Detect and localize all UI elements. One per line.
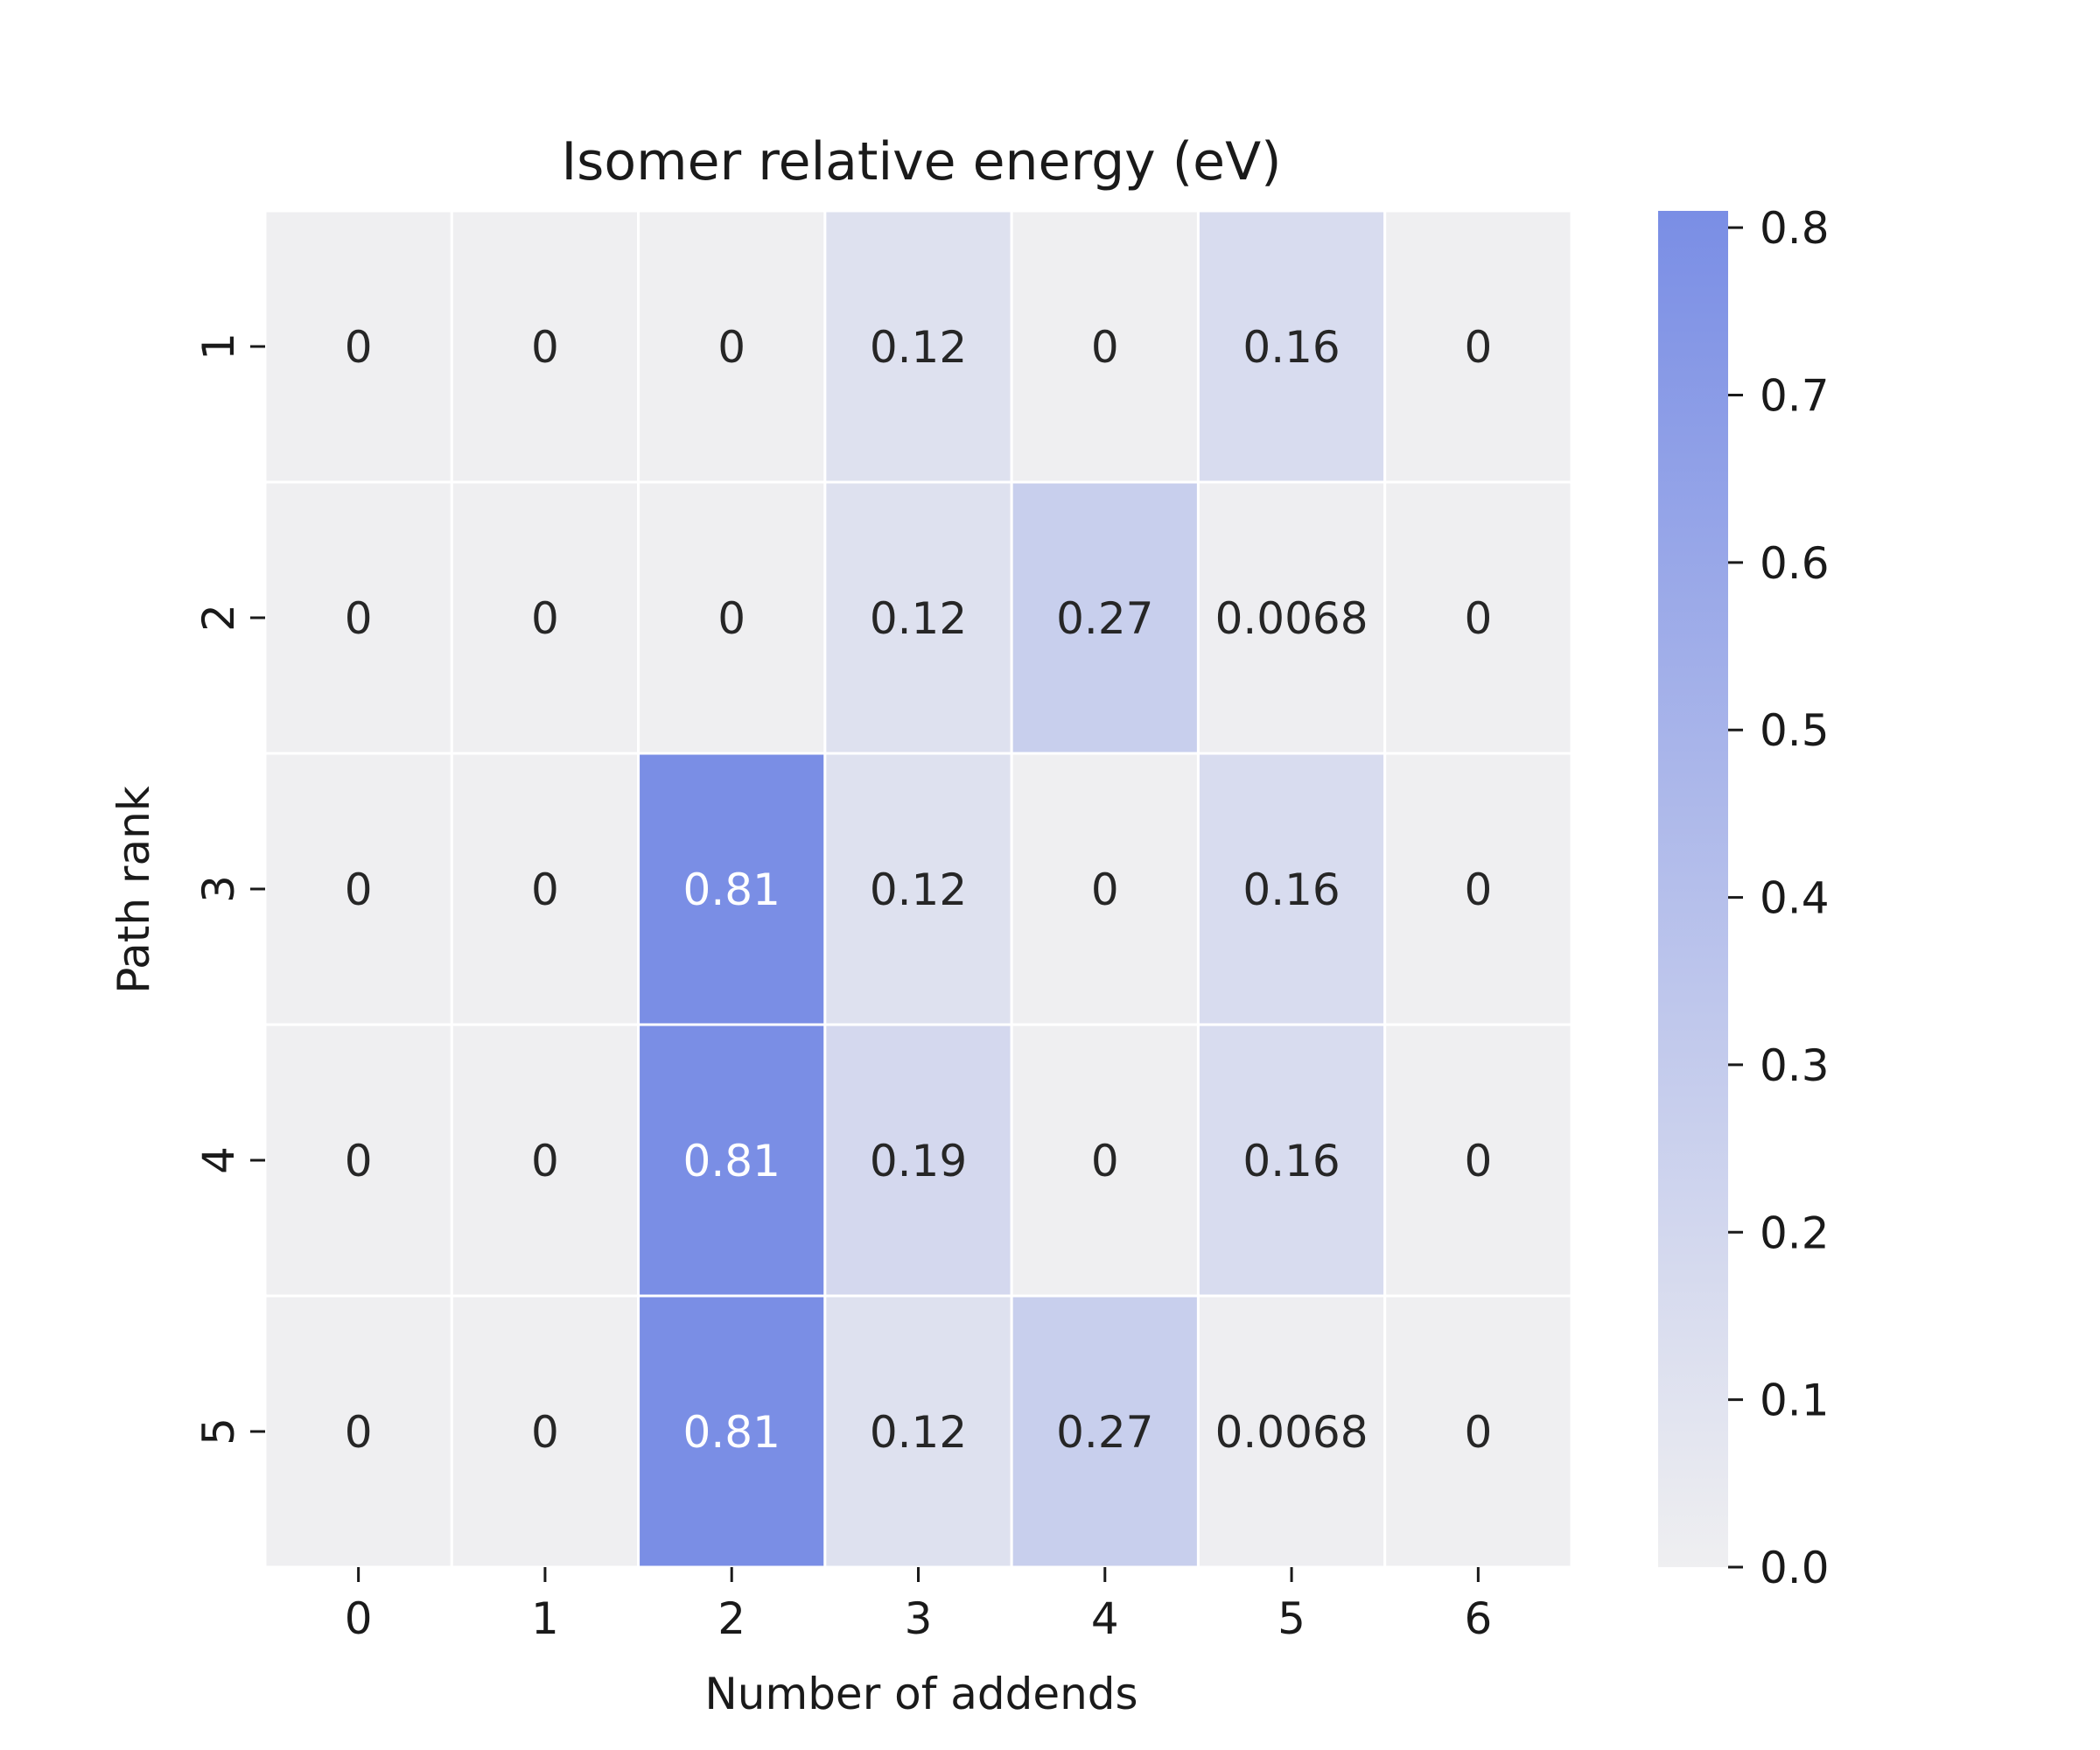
cell-value-label: 0.19 bbox=[870, 1136, 967, 1186]
heatmap-cell-labels: 0 0 0 0.12 0 0.16 0 0 0 0 0.12 0.27 0.0068 0 0 0 0.81 0.1… bbox=[345, 322, 1493, 1458]
heatmap-cell bbox=[637, 1294, 827, 1569]
heatmap-cell bbox=[637, 480, 827, 755]
x-tick-label: 5 bbox=[1278, 1593, 1306, 1644]
chart-title: Isomer relative energy (eV) bbox=[561, 131, 1281, 192]
y-axis-label: Path rank bbox=[108, 786, 159, 994]
colorbar-tick-label: 0.2 bbox=[1760, 1208, 1830, 1258]
colorbar-tick-label: 0.4 bbox=[1760, 873, 1830, 924]
cell-value-label: 0.81 bbox=[683, 864, 780, 915]
cell-value-label: 0.27 bbox=[1056, 1407, 1153, 1458]
x-tick-label: 6 bbox=[1464, 1593, 1492, 1644]
heatmap-cell bbox=[1383, 480, 1573, 755]
cell-value-label: 0 bbox=[345, 593, 373, 644]
colorbar-tick-label: 0.6 bbox=[1760, 538, 1830, 589]
cell-value-label: 0 bbox=[345, 864, 373, 915]
cell-value-label: 0 bbox=[531, 593, 559, 644]
colorbar-tick-label: 0.5 bbox=[1760, 705, 1830, 756]
heatmap-cell bbox=[1196, 752, 1387, 1026]
heatmap-cell bbox=[1383, 752, 1573, 1026]
colorbar bbox=[1658, 211, 1728, 1567]
cell-value-label: 0 bbox=[531, 864, 559, 915]
heatmap-cell bbox=[823, 752, 1013, 1026]
colorbar-tick-label: 0.0 bbox=[1760, 1543, 1830, 1593]
heatmap-cell bbox=[1010, 752, 1200, 1026]
cell-value-label: 0 bbox=[1091, 864, 1119, 915]
cell-value-label: 0.12 bbox=[870, 322, 967, 373]
cell-value-label: 0 bbox=[1091, 322, 1119, 373]
cell-value-label: 0 bbox=[718, 322, 746, 373]
y-tick-label: 4 bbox=[193, 1146, 244, 1174]
cell-value-label: 0 bbox=[531, 1407, 559, 1458]
cell-value-label: 0 bbox=[1464, 1136, 1492, 1186]
cell-value-label: 0.0068 bbox=[1215, 1407, 1368, 1458]
cell-value-label: 0 bbox=[1464, 593, 1492, 644]
cell-value-label: 0.12 bbox=[870, 593, 967, 644]
x-axis-label: Number of addends bbox=[704, 1669, 1138, 1719]
x-axis: 0 1 2 3 4 5 6 bbox=[345, 1567, 1492, 1644]
x-tick-label: 1 bbox=[531, 1593, 559, 1644]
heatmap-cell bbox=[823, 209, 1013, 484]
cell-value-label: 0.27 bbox=[1056, 593, 1153, 644]
cell-value-label: 0.12 bbox=[870, 864, 967, 915]
y-tick-label: 2 bbox=[193, 604, 244, 632]
heatmap-cell bbox=[1196, 1023, 1387, 1298]
colorbar-tick-label: 0.8 bbox=[1760, 203, 1830, 254]
heatmap-cell bbox=[1383, 1023, 1573, 1298]
x-tick-label: 4 bbox=[1091, 1593, 1119, 1644]
cell-value-label: 0 bbox=[345, 1407, 373, 1458]
heatmap-cell bbox=[263, 1023, 453, 1298]
heatmap-cell bbox=[450, 1023, 640, 1298]
cell-value-label: 0 bbox=[1464, 1407, 1492, 1458]
colorbar-tick-label: 0.3 bbox=[1760, 1040, 1830, 1091]
cell-value-label: 0.81 bbox=[683, 1136, 780, 1186]
cell-value-label: 0.16 bbox=[1242, 1136, 1340, 1186]
cell-value-label: 0 bbox=[531, 1136, 559, 1186]
heatmap-cell bbox=[1196, 209, 1387, 484]
heatmap-cell bbox=[263, 1294, 453, 1569]
heatmap-cell bbox=[263, 209, 453, 484]
cell-value-label: 0 bbox=[1091, 1136, 1119, 1186]
heatmap-cell bbox=[1196, 480, 1387, 755]
cell-value-label: 0.0068 bbox=[1215, 593, 1368, 644]
x-tick-label: 0 bbox=[345, 1593, 373, 1644]
y-tick-label: 1 bbox=[193, 332, 244, 360]
heatmap-cell bbox=[637, 752, 827, 1026]
x-tick-label: 2 bbox=[718, 1593, 746, 1644]
heatmap-cell bbox=[1010, 480, 1200, 755]
cell-value-label: 0 bbox=[1464, 864, 1492, 915]
heatmap-cell bbox=[1383, 1294, 1573, 1569]
y-axis: 1 2 3 4 5 bbox=[193, 332, 265, 1446]
y-tick-label: 5 bbox=[193, 1418, 244, 1446]
cell-value-label: 0 bbox=[1464, 322, 1492, 373]
y-tick-label: 3 bbox=[193, 875, 244, 903]
cell-value-label: 0 bbox=[345, 322, 373, 373]
colorbar-ticks: 0.0 0.1 0.2 0.3 0.4 0.5 0.6 0.7 0.8 bbox=[1728, 203, 1830, 1593]
cell-value-label: 0 bbox=[531, 322, 559, 373]
cell-value-label: 0.16 bbox=[1242, 864, 1340, 915]
heatmap-cell bbox=[450, 752, 640, 1026]
heatmap-cell bbox=[450, 209, 640, 484]
colorbar-tick-label: 0.1 bbox=[1760, 1376, 1830, 1426]
heatmap-cell bbox=[1010, 209, 1200, 484]
heatmap-cell bbox=[823, 1023, 1013, 1298]
x-tick-label: 3 bbox=[905, 1593, 933, 1644]
cell-value-label: 0.81 bbox=[683, 1407, 780, 1458]
heatmap-cell bbox=[637, 209, 827, 484]
colorbar-tick-label: 0.7 bbox=[1760, 370, 1830, 421]
cell-value-label: 0 bbox=[345, 1136, 373, 1186]
cell-value-label: 0.16 bbox=[1242, 322, 1340, 373]
heatmap-cells bbox=[263, 209, 1573, 1569]
cell-value-label: 0 bbox=[718, 593, 746, 644]
cell-value-label: 0.12 bbox=[870, 1407, 967, 1458]
